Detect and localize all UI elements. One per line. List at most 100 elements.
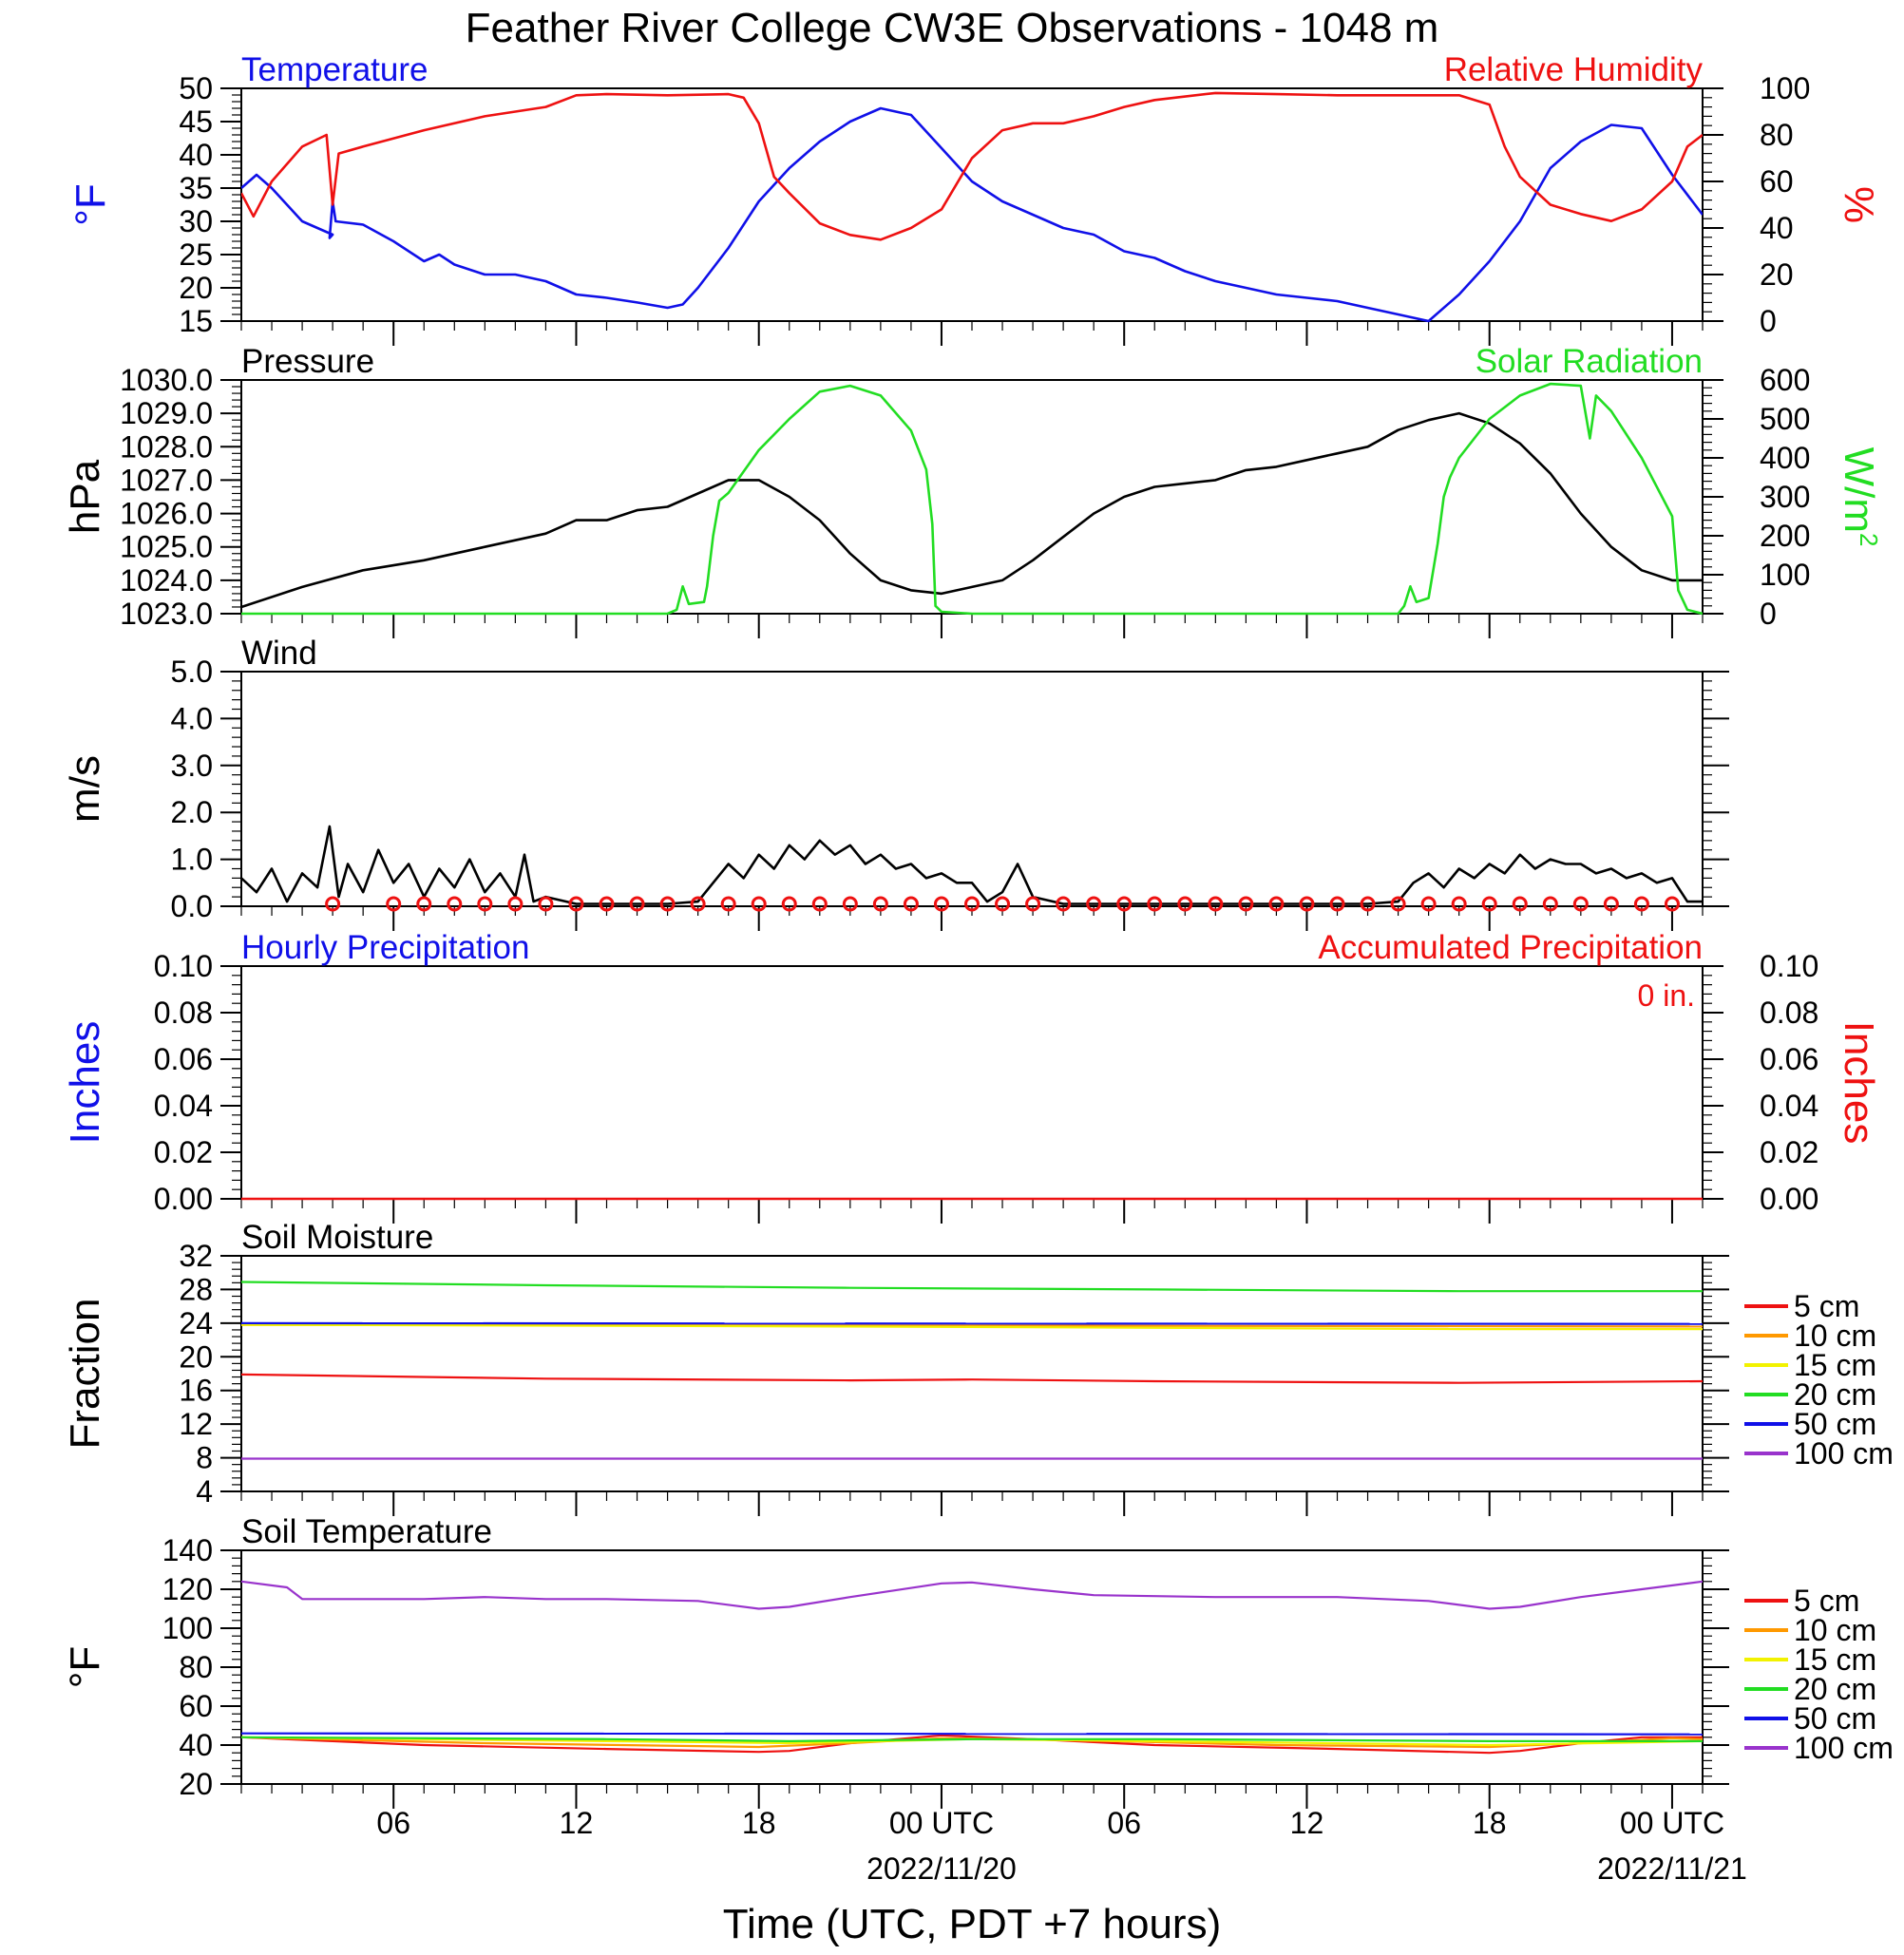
y-right-tick-label: 100 xyxy=(1760,71,1810,105)
y-tick-label: 3.0 xyxy=(171,749,213,783)
y-right-tick-label: 0 xyxy=(1760,597,1777,631)
chart-title: Feather River College CW3E Observations … xyxy=(466,5,1439,51)
panel-frame xyxy=(240,965,1704,1200)
y-axis-title: hPa xyxy=(62,459,108,534)
panel-left-title: Soil Moisture xyxy=(241,1219,433,1256)
y-tick-label: 12 xyxy=(179,1407,213,1441)
panel-2: 1023.01024.01025.01026.01027.01028.01029… xyxy=(62,343,1883,638)
y-right-tick-label: 0.00 xyxy=(1760,1182,1818,1216)
x-date-label: 2022/11/20 xyxy=(866,1851,1017,1886)
y-axis-title: m/s xyxy=(62,755,108,823)
series-20-cm-line xyxy=(241,1736,1703,1742)
y-right-tick-label: 60 xyxy=(1760,164,1794,199)
y-tick-label: 1029.0 xyxy=(120,396,213,430)
y-right-tick-label: 0.04 xyxy=(1760,1089,1818,1123)
series-black-line xyxy=(241,411,1703,609)
y-tick-label: 80 xyxy=(179,1650,213,1684)
series-15-cm-line xyxy=(241,1323,1703,1331)
y-tick-label: 1.0 xyxy=(171,843,213,877)
y-tick-label: 100 xyxy=(162,1611,213,1645)
panel-frame xyxy=(240,87,1704,322)
y-tick-label: 0.00 xyxy=(154,1182,213,1216)
legend-label: 50 cm xyxy=(1794,1701,1876,1736)
y-tick-label: 40 xyxy=(179,1728,213,1762)
wind-calm-marker xyxy=(1664,896,1680,912)
wind-calm-marker xyxy=(1056,896,1072,912)
y-tick-label: 0.02 xyxy=(154,1135,213,1169)
y-tick-label: 1028.0 xyxy=(120,429,213,464)
wind-calm-marker xyxy=(1299,896,1315,912)
legend-label: 10 cm xyxy=(1794,1613,1876,1647)
x-axis-label: Time (UTC, PDT +7 hours) xyxy=(723,1901,1221,1947)
wind-calm-marker xyxy=(1238,896,1254,912)
series-blue-line xyxy=(241,106,1703,323)
series-5-cm-line xyxy=(241,1373,1703,1384)
y-axis-title: °F xyxy=(62,1646,108,1688)
wind-calm-marker xyxy=(1025,896,1041,912)
wind-calm-marker xyxy=(629,896,645,912)
series-black-line xyxy=(241,825,1703,905)
series-50-cm-line xyxy=(241,1321,1703,1325)
x-tick-label: 12 xyxy=(1290,1806,1324,1840)
y-tick-label: 4.0 xyxy=(171,701,213,735)
legend-label: 20 cm xyxy=(1794,1672,1876,1706)
y-axis-title: °F xyxy=(67,183,114,225)
y-tick-label: 50 xyxy=(179,71,213,105)
wind-calm-marker xyxy=(568,896,584,912)
wind-calm-marker xyxy=(1512,896,1528,912)
y-right-tick-label: 80 xyxy=(1760,118,1794,152)
wind-calm-marker xyxy=(1147,896,1163,912)
y-tick-label: 20 xyxy=(179,1767,213,1801)
series-50-cm-line xyxy=(241,1732,1703,1736)
y-right-tick-label: 0.02 xyxy=(1760,1135,1818,1169)
wind-calm-marker xyxy=(386,896,402,912)
series-100-cm-line xyxy=(241,1580,1703,1610)
y-tick-label: 35 xyxy=(179,171,213,205)
wind-calm-marker xyxy=(690,896,706,912)
y-tick-label: 30 xyxy=(179,204,213,238)
x-tick-label: 18 xyxy=(1473,1806,1507,1840)
y-right-tick-label: 0.06 xyxy=(1760,1042,1818,1076)
legend-label: 15 cm xyxy=(1794,1642,1876,1677)
y-tick-label: 40 xyxy=(179,138,213,172)
y-tick-label: 2.0 xyxy=(171,795,213,829)
panel-left-title: Hourly Precipitation xyxy=(241,929,529,966)
wind-calm-marker xyxy=(1360,896,1376,912)
y-axis-right-title: % xyxy=(1836,186,1882,223)
wind-calm-marker xyxy=(720,896,736,912)
wind-calm-marker xyxy=(416,896,432,912)
wind-calm-marker xyxy=(538,896,554,912)
y-right-tick-label: 0.08 xyxy=(1760,996,1818,1030)
y-tick-label: 16 xyxy=(179,1374,213,1408)
series-red-line xyxy=(241,91,1703,241)
wind-calm-marker xyxy=(751,896,767,912)
x-tick-label: 00 UTC xyxy=(1620,1806,1724,1840)
panel-left-title: Wind xyxy=(241,635,317,672)
y-tick-label: 8 xyxy=(196,1441,213,1475)
y-tick-label: 20 xyxy=(179,1339,213,1374)
wind-calm-marker xyxy=(933,896,949,912)
legend-label: 100 cm xyxy=(1794,1731,1894,1765)
series-green-line xyxy=(241,382,1703,616)
y-tick-label: 140 xyxy=(162,1533,213,1567)
y-tick-label: 1030.0 xyxy=(120,363,213,397)
wind-calm-marker xyxy=(599,896,615,912)
y-tick-label: 0.06 xyxy=(154,1042,213,1076)
wind-calm-marker xyxy=(842,896,858,912)
y-tick-label: 20 xyxy=(179,271,213,305)
wind-calm-marker xyxy=(477,896,493,912)
panel-annotation: 0 in. xyxy=(1638,978,1695,1013)
wind-calm-marker xyxy=(1268,896,1285,912)
panel-left-title: Soil Temperature xyxy=(241,1513,492,1550)
y-axis-right-title-superscript: 2 xyxy=(1855,533,1883,546)
y-tick-label: 15 xyxy=(179,304,213,338)
y-right-tick-label: 600 xyxy=(1760,363,1810,397)
y-tick-label: 0.08 xyxy=(154,996,213,1030)
y-right-tick-label: 400 xyxy=(1760,441,1810,475)
y-tick-label: 45 xyxy=(179,104,213,139)
